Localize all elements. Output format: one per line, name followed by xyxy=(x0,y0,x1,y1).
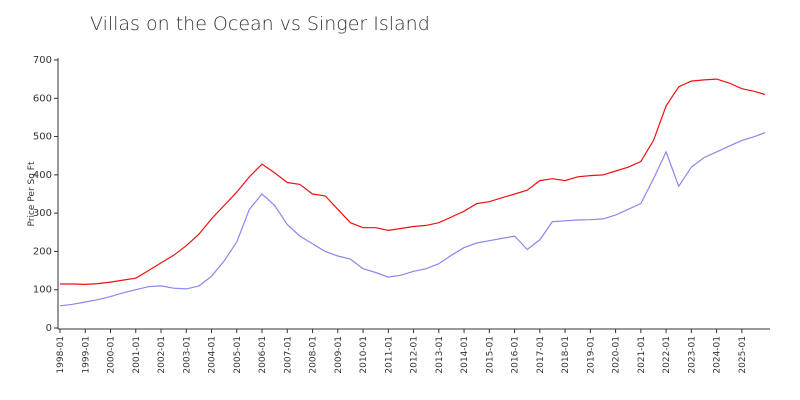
x-tick-label: 2015-01 xyxy=(485,336,495,374)
y-tick-label: 100 xyxy=(33,285,52,296)
x-tick-label: 2004-01 xyxy=(208,336,218,374)
x-tick-label: 2017-01 xyxy=(536,336,546,374)
x-tick-label: 2012-01 xyxy=(410,336,420,374)
series-line xyxy=(59,132,766,307)
x-tick-label: 2014-01 xyxy=(460,336,470,374)
x-tick-label: 2000-01 xyxy=(107,336,117,374)
y-axis-label: Price Per Sq Ft xyxy=(27,161,37,226)
x-tick-label: 2002-01 xyxy=(157,336,167,374)
x-tick-label: 2016-01 xyxy=(511,336,521,374)
x-tick-label: 2021-01 xyxy=(637,336,647,374)
x-tick-label: 2022-01 xyxy=(662,336,672,374)
x-tick-label: 2007-01 xyxy=(283,336,293,374)
x-tick-label: 2008-01 xyxy=(309,336,319,374)
chart-title: Villas on the Ocean vs Singer Island xyxy=(90,13,430,35)
series-line xyxy=(60,78,766,286)
x-tick-label: 2009-01 xyxy=(334,336,344,374)
y-tick-label: 300 xyxy=(33,208,52,219)
y-tick-label: 400 xyxy=(33,170,52,181)
y-tick-label: 700 xyxy=(33,55,52,66)
x-tick-label: 2025-01 xyxy=(738,336,748,374)
x-tick-label: 2020-01 xyxy=(612,336,622,374)
x-tick-label: 2001-01 xyxy=(132,336,142,374)
y-tick-label: 0 xyxy=(46,323,52,334)
y-tick-label: 600 xyxy=(33,93,52,104)
x-tick-label: 2011-01 xyxy=(384,336,394,374)
x-tick-label: 1998-01 xyxy=(56,336,66,374)
x-tick-label: 2013-01 xyxy=(435,336,445,374)
y-tick-label: 200 xyxy=(33,246,52,257)
x-tick-label: 2006-01 xyxy=(258,336,268,374)
x-tick-label: 1999-01 xyxy=(81,336,91,374)
x-tick-label: 2019-01 xyxy=(586,336,596,374)
x-tick-label: 2024-01 xyxy=(713,336,723,374)
x-tick-label: 2003-01 xyxy=(182,336,192,374)
x-tick-label: 2010-01 xyxy=(359,336,369,374)
x-tick-label: 2023-01 xyxy=(687,336,697,374)
x-tick-label: 2018-01 xyxy=(561,336,571,374)
x-tick-label: 2005-01 xyxy=(233,336,243,374)
y-tick-label: 500 xyxy=(33,132,52,143)
